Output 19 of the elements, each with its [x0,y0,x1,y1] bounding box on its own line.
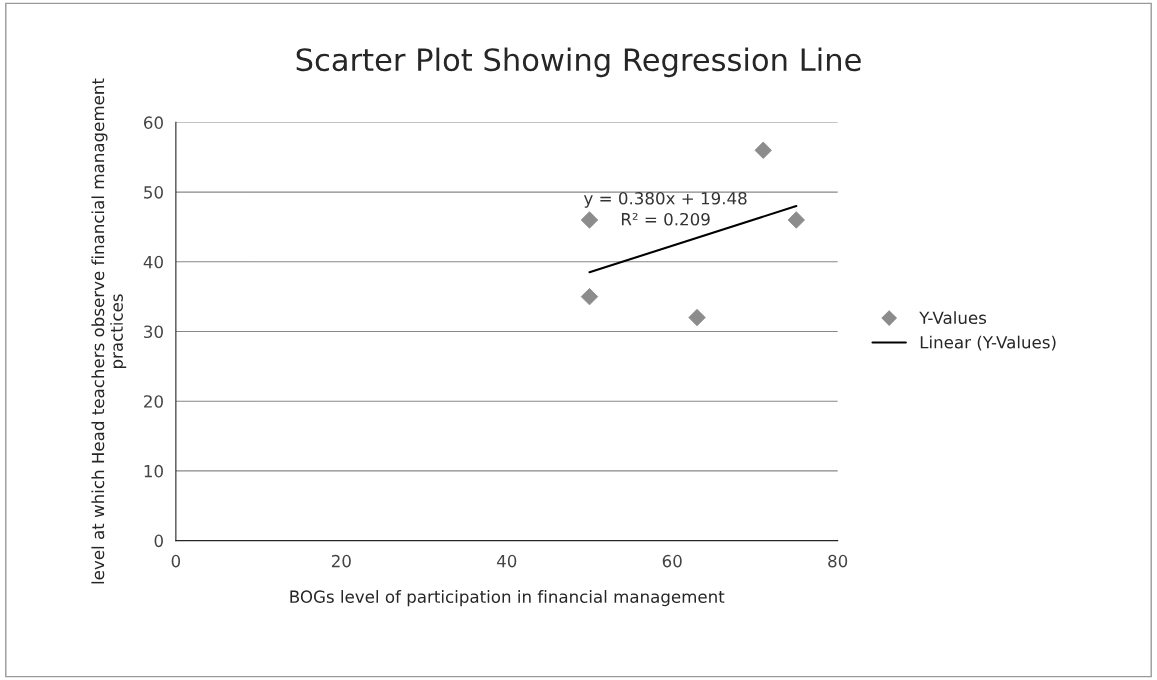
legend-label: Linear (Y-Values) [920,335,1056,351]
x-tick-label: 60 [662,554,682,568]
y-tick-label: 20 [144,395,163,408]
y-tick-label: 0 [154,534,163,548]
x-tick-label: 40 [496,554,517,568]
legend-label: Y-Values [919,311,987,325]
x-tick-label: 80 [828,554,848,568]
y-tick-label: 30 [144,325,163,339]
x-axis-title: BOGs level of participation in financial management [290,590,725,607]
y-tick-label: 50 [144,186,163,199]
y-axis-title: level at which Head teachers observe financial management practices [91,78,127,584]
chart-title: Scarter Plot Showing Regression Line [296,47,861,78]
y-tick-label: 60 [144,116,163,129]
x-tick-label: 20 [331,554,351,568]
x-tick-label: 0 [171,554,181,568]
y-tick-label: 10 [144,464,163,478]
annotation: R² = 0.209 [621,212,710,226]
annotation: y = 0.380x + 19.48 [583,192,747,208]
y-tick-label: 40 [143,255,163,269]
